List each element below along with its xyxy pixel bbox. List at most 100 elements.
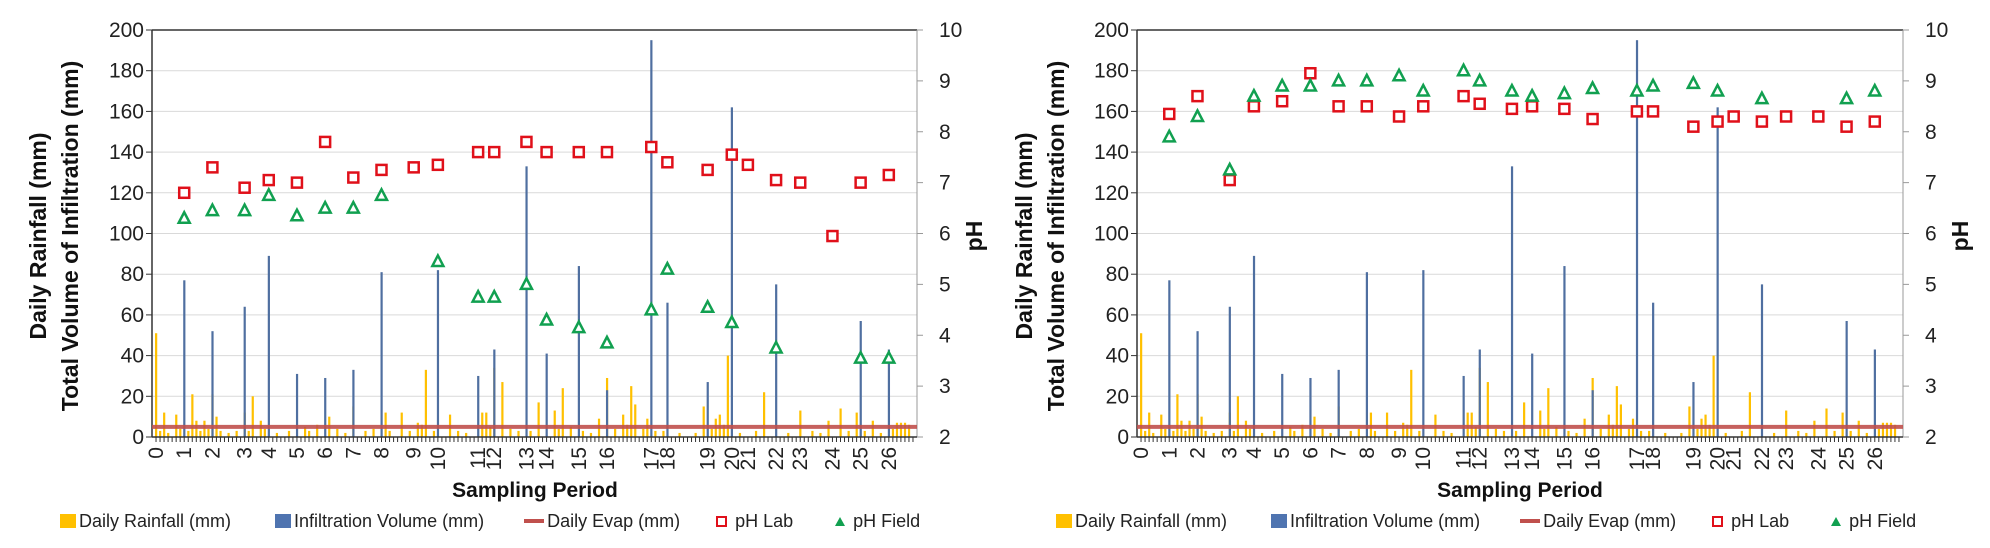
x-tick-label: 8 xyxy=(371,447,394,459)
rainfall-bar xyxy=(187,430,190,437)
y2-tick-label: 7 xyxy=(1925,172,1937,195)
rainfall-bar xyxy=(1180,420,1183,437)
ph-field-marker xyxy=(289,206,305,222)
y-tick-label: 120 xyxy=(1094,182,1129,205)
rainfall-bar xyxy=(259,420,262,437)
rainfall-bar xyxy=(1329,432,1332,437)
x-tick-label: 26 xyxy=(878,447,901,470)
infiltration-bar xyxy=(324,377,327,437)
infiltration-bar xyxy=(1591,390,1594,437)
rainfall-bar xyxy=(1688,406,1691,437)
ph-field-marker xyxy=(430,252,446,268)
x-tick-label: 15 xyxy=(568,447,591,470)
ph-lab-marker xyxy=(572,145,586,159)
rainfall-bar xyxy=(1442,430,1445,437)
x-tick-label: 1 xyxy=(1158,447,1181,459)
infiltration-bar xyxy=(1692,382,1695,437)
ph-lab-marker xyxy=(1223,173,1236,187)
chart-left: Daily Rainfall (mm) Total Volume of Infi… xyxy=(25,19,987,502)
rainfall-bar xyxy=(1785,410,1788,437)
rainfall-bar xyxy=(1148,412,1151,437)
rainfall-bar xyxy=(1164,428,1167,437)
legend-ph-lab: pH Lab xyxy=(735,510,794,531)
rainfall-bar xyxy=(336,428,339,437)
rainfall-bar xyxy=(517,430,520,437)
rainfall-bar xyxy=(1841,412,1844,437)
ph-lab-marker xyxy=(471,145,485,159)
x-tick-label: 0 xyxy=(1130,447,1153,459)
y2-tick-label: 9 xyxy=(1925,70,1937,93)
legend-infiltration: Infiltration Volume (mm) xyxy=(1290,510,1481,531)
rainfall-bar xyxy=(199,430,202,437)
ph-lab-marker xyxy=(600,145,614,159)
rainfall-bar xyxy=(263,428,266,437)
x-tick-label: 18 xyxy=(656,447,679,470)
rainfall-bar xyxy=(485,412,488,437)
infiltration-bar xyxy=(183,280,186,437)
rainfall-bar xyxy=(155,333,158,437)
ph-lab-marker xyxy=(701,163,714,177)
rainfall-bar xyxy=(1373,430,1377,437)
rainfall-bar xyxy=(1349,430,1352,437)
rainfall-bar xyxy=(1849,430,1852,437)
ph-lab-marker xyxy=(206,161,219,174)
infiltration-bar xyxy=(1168,280,1171,437)
x-tick-label: 2 xyxy=(1186,447,1209,459)
rainfall-bar xyxy=(509,428,512,437)
rainfall-bar xyxy=(1825,408,1828,437)
y2-tick-label: 7 xyxy=(939,172,951,195)
ph-field-marker xyxy=(1189,107,1206,123)
ph-lab-marker xyxy=(725,148,739,161)
x-tick-label: 0 xyxy=(145,447,168,459)
ph-lab-marker xyxy=(1812,110,1825,123)
y-tick-label: 60 xyxy=(121,304,144,327)
ph-lab-marker xyxy=(290,176,304,189)
infiltration-bar xyxy=(380,272,383,437)
rainfall-bar xyxy=(457,430,460,437)
ph-lab-marker xyxy=(1687,120,1700,133)
infiltration-bar xyxy=(1422,270,1425,437)
ph-lab-marker xyxy=(1163,107,1176,121)
x-tick-label: 7 xyxy=(1328,447,1351,459)
ph-lab-marker xyxy=(1779,110,1793,123)
y2-tick-label: 9 xyxy=(939,70,951,93)
ph-field-marker xyxy=(724,313,740,329)
y-axis-title-line2: Total Volume of Infiltration (mm) xyxy=(57,61,83,412)
y-tick-label: 80 xyxy=(121,263,144,286)
rainfall-bar xyxy=(344,432,347,437)
x-tick-label: 6 xyxy=(314,447,337,459)
ph-field-marker xyxy=(261,186,277,202)
x-tick-label: 4 xyxy=(258,447,281,459)
ph-lab-marker xyxy=(769,173,783,187)
ph-field-marker xyxy=(659,260,675,275)
rainfall-bar xyxy=(871,420,874,437)
infiltration-bar xyxy=(775,284,778,437)
y-tick-label: 0 xyxy=(132,426,144,449)
rainfall-bar xyxy=(879,432,882,437)
ph-lab-marker xyxy=(1332,100,1345,113)
y-axis-title-line2: Total Volume of Infiltration (mm) xyxy=(1043,61,1069,412)
rainfall-bar xyxy=(316,424,319,437)
ph-field-marker xyxy=(539,311,555,326)
rainfall-bar xyxy=(481,412,484,437)
infiltration-bar xyxy=(243,306,246,437)
rainfall-bar xyxy=(827,420,830,437)
y-tick-label: 40 xyxy=(121,345,144,368)
rainfall-bar xyxy=(581,430,585,437)
ph-lab-marker xyxy=(347,171,360,184)
rainfall-bar xyxy=(1204,430,1207,437)
rainfall-bar xyxy=(1494,428,1498,437)
rainfall-bar xyxy=(372,428,375,437)
y-tick-label: 160 xyxy=(1094,100,1129,123)
rainfall-bar xyxy=(1833,430,1836,437)
x-tick-label: 3 xyxy=(1219,447,1242,459)
x-tick-label: 8 xyxy=(1356,447,1379,459)
x-axis-title: Sampling Period xyxy=(1437,479,1603,502)
infiltration-bar xyxy=(1462,375,1465,437)
y-tick-label: 100 xyxy=(109,223,144,246)
ph-field-marker xyxy=(853,349,869,364)
x-tick-label: 10 xyxy=(1412,447,1435,470)
y-tick-label: 80 xyxy=(1106,263,1129,286)
rainfall-bar xyxy=(630,386,633,437)
x-axis-title: Sampling Period xyxy=(452,479,618,502)
